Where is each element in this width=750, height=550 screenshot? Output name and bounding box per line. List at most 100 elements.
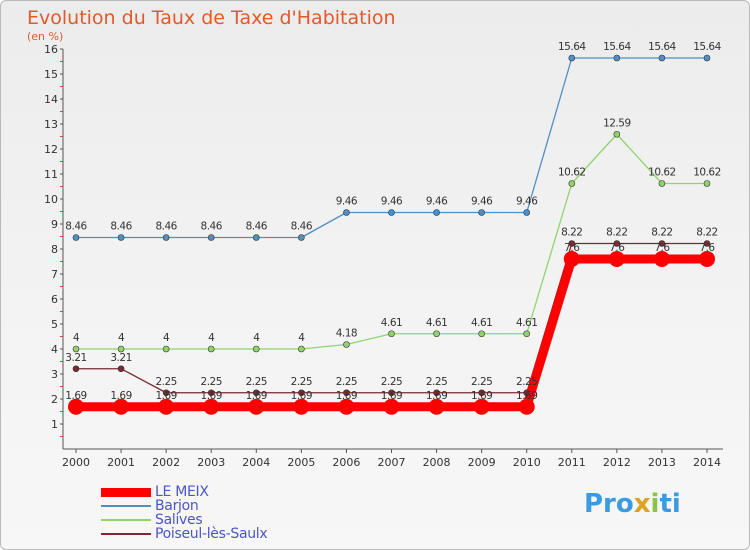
series-point-Salives-2007 <box>388 330 395 338</box>
legend-swatch <box>101 487 151 497</box>
data-label-LE MEIX-2010: 1.69 <box>516 390 537 402</box>
x-tick-label-2004: 2004 <box>242 456 270 469</box>
series-point-Barjon-2000 <box>72 234 80 241</box>
data-label-LE MEIX-2014: 7.6 <box>699 242 715 254</box>
data-label-Poiseul-lès-Saulx-2014: 8.22 <box>696 227 717 239</box>
series-point-Poiseul-lès-Saulx-2006 <box>343 389 350 397</box>
y-tick-label-5: 5 <box>51 318 58 331</box>
series-point-Poiseul-lès-Saulx-2010 <box>523 389 531 397</box>
series-point-LE MEIX-2010 <box>518 398 535 415</box>
y-tick-label-16: 16 <box>44 43 58 56</box>
series-point-Salives-2009 <box>478 330 485 338</box>
legend-label: Salives <box>155 512 203 528</box>
data-label-Poiseul-lès-Saulx-2007: 2.25 <box>381 376 402 388</box>
series-point-LE MEIX-2005 <box>293 398 310 415</box>
series-point-LE MEIX-2007 <box>383 398 400 415</box>
data-label-LE MEIX-2008: 1.69 <box>426 390 447 402</box>
series-point-Barjon-2008 <box>433 209 440 216</box>
series-point-Barjon-2007 <box>388 209 395 216</box>
y-tick-label-3: 3 <box>51 368 58 381</box>
series-point-Poiseul-lès-Saulx-2013 <box>658 240 666 247</box>
series-point-Barjon-2003 <box>207 234 215 241</box>
chart-subtitle: (en %) <box>27 30 64 43</box>
series-point-Poiseul-lès-Saulx-2002 <box>162 389 170 397</box>
x-tick-label-2013: 2013 <box>648 456 676 469</box>
legend-swatch <box>101 533 151 535</box>
series-point-LE MEIX-2011 <box>563 251 580 267</box>
series-point-Poiseul-lès-Saulx-2014 <box>703 240 711 247</box>
data-label-Barjon-2002: 8.46 <box>155 221 177 233</box>
data-label-Barjon-2006: 9.46 <box>336 196 358 208</box>
legend-item: Poiseul-lès-Saulx <box>101 526 321 542</box>
series-point-Barjon-2004 <box>252 234 260 241</box>
data-label-LE MEIX-2003: 1.69 <box>201 390 222 402</box>
series-point-Salives-2013 <box>658 180 666 187</box>
data-label-Barjon-2010: 9.46 <box>516 196 538 208</box>
chart-title: Evolution du Taux de Taxe d'Habitation <box>27 7 396 29</box>
series-point-Barjon-2012 <box>613 54 621 62</box>
data-label-Salives-2005: 4 <box>298 332 305 344</box>
data-label-LE MEIX-2013: 7.6 <box>654 242 670 254</box>
data-label-Salives-2010: 4.61 <box>516 317 537 329</box>
y-tick-label-13: 13 <box>44 118 58 131</box>
series-point-LE MEIX-2006 <box>338 398 355 415</box>
data-label-Poiseul-lès-Saulx-2012: 8.22 <box>606 227 627 239</box>
series-point-Barjon-2002 <box>162 234 170 241</box>
data-label-Salives-2009: 4.61 <box>471 317 492 329</box>
data-label-Poiseul-lès-Saulx-2001: 3.21 <box>110 352 131 364</box>
data-label-LE MEIX-2012: 7.6 <box>609 242 625 254</box>
series-point-Barjon-2013 <box>658 54 666 62</box>
data-label-Poiseul-lès-Saulx-2013: 8.22 <box>651 227 672 239</box>
y-tick-label-10: 10 <box>44 193 58 206</box>
logo-part-ti: ti <box>659 489 681 519</box>
x-tick-label-2005: 2005 <box>287 456 315 469</box>
data-label-Poiseul-lès-Saulx-2008: 2.25 <box>426 376 447 388</box>
data-label-Barjon-2003: 8.46 <box>201 221 223 233</box>
series-point-Poiseul-lès-Saulx-2009 <box>478 389 485 397</box>
series-point-Salives-2006 <box>343 341 350 348</box>
data-label-Barjon-2009: 9.46 <box>471 196 493 208</box>
data-label-Salives-2004: 4 <box>253 332 260 344</box>
data-label-Poiseul-lès-Saulx-2011: 8.22 <box>561 227 582 239</box>
series-point-Barjon-2001 <box>117 234 125 241</box>
x-tick-label-2011: 2011 <box>558 456 586 469</box>
data-label-Salives-2008: 4.61 <box>426 317 447 329</box>
data-label-Barjon-2005: 8.46 <box>291 221 313 233</box>
data-label-LE MEIX-2005: 1.69 <box>291 390 312 402</box>
x-tick-label-2003: 2003 <box>197 456 225 469</box>
data-label-Salives-2014: 10.62 <box>693 167 721 179</box>
x-tick-label-2012: 2012 <box>603 456 631 469</box>
data-label-Barjon-2001: 8.46 <box>110 221 132 233</box>
data-label-LE MEIX-2001: 1.69 <box>110 390 131 402</box>
data-label-Salives-2012: 12.59 <box>603 117 631 129</box>
logo-part-pro: Pro <box>584 489 634 519</box>
data-label-Poiseul-lès-Saulx-2010: 2.25 <box>516 376 537 388</box>
x-tick-label-2002: 2002 <box>152 456 180 469</box>
series-point-LE MEIX-2003 <box>203 398 220 415</box>
y-tick-label-1: 1 <box>51 418 58 431</box>
legend-label: Barjon <box>155 498 199 514</box>
legend-item: Barjon <box>101 498 321 514</box>
series-point-Barjon-2009 <box>478 209 485 216</box>
y-tick-label-7: 7 <box>51 268 58 281</box>
series-point-Barjon-2014 <box>703 54 711 62</box>
data-label-Barjon-2004: 8.46 <box>246 221 268 233</box>
data-label-LE MEIX-2009: 1.69 <box>471 390 492 402</box>
y-tick-label-2: 2 <box>51 393 58 406</box>
series-point-LE MEIX-2001 <box>113 398 130 415</box>
series-point-Poiseul-lès-Saulx-2004 <box>252 389 260 397</box>
series-point-LE MEIX-2004 <box>248 398 265 415</box>
x-tick-label-2007: 2007 <box>378 456 406 469</box>
logo-part-i: i <box>650 489 660 519</box>
data-label-Poiseul-lès-Saulx-2009: 2.25 <box>471 376 492 388</box>
legend-swatch <box>101 519 151 521</box>
data-label-Salives-2002: 4 <box>163 332 170 344</box>
data-label-Salives-2003: 4 <box>208 332 215 344</box>
series-point-Poiseul-lès-Saulx-2001 <box>117 365 125 373</box>
series-point-Salives-2001 <box>117 345 125 353</box>
data-label-Barjon-2014: 15.64 <box>693 41 721 53</box>
data-label-LE MEIX-2006: 1.69 <box>336 390 357 402</box>
data-label-Poiseul-lès-Saulx-2000: 3.21 <box>65 352 86 364</box>
